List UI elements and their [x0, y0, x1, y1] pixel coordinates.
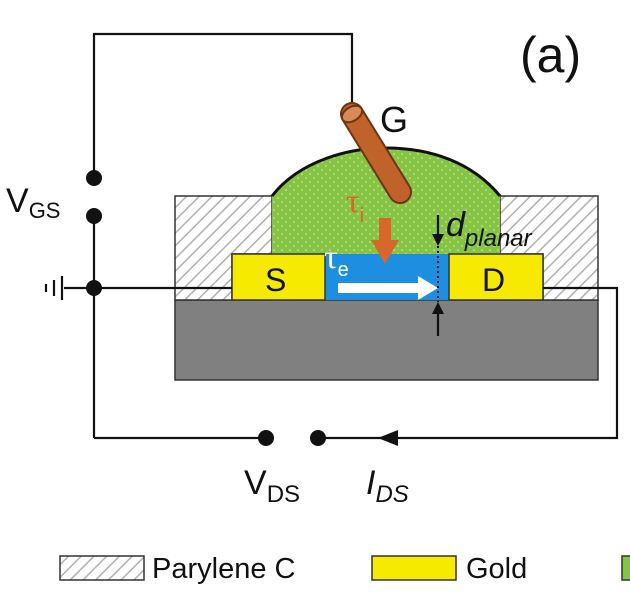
gate-label: G: [380, 99, 408, 140]
legend: Parylene C Gold: [59, 553, 630, 585]
drain-label: D: [482, 262, 505, 298]
electron-arrow-icon: [338, 276, 438, 300]
ground-node: [86, 280, 102, 296]
source-label: S: [265, 262, 286, 298]
vgs-terminal-top: [86, 170, 102, 186]
legend-swatch-gold: [371, 555, 457, 581]
vgs-terminal-bottom: [86, 208, 102, 224]
vds-terminal-right: [310, 430, 326, 446]
legend-label-gold: Gold: [466, 553, 527, 585]
source-electrode: [231, 253, 326, 301]
ground-icon: [44, 276, 64, 300]
vds-terminal-left: [258, 430, 274, 446]
gate-wire: [92, 32, 354, 178]
ids-arrow-icon: [378, 430, 398, 446]
legend-label-parylene: Parylene C: [152, 553, 295, 585]
drain-wire: [318, 286, 619, 440]
tau-i-label: τi: [346, 183, 364, 227]
substrate: [174, 299, 599, 381]
panel-label: (a): [520, 27, 581, 83]
legend-swatch-parylene: [59, 555, 145, 581]
dplanar-arrows-icon: [432, 215, 444, 336]
drain-electrode: [448, 253, 544, 301]
tau-e-label: τe: [324, 239, 349, 281]
vds-label: VDS: [244, 464, 300, 508]
legend-swatch-partial: [621, 555, 630, 581]
ids-label: IDS: [366, 464, 409, 508]
dplanar-label: dplanar: [446, 206, 533, 252]
gate-electrode: [340, 102, 412, 204]
electrolyte-droplet: [272, 148, 500, 254]
ion-arrow-icon: [371, 218, 399, 264]
vgs-label: VGS: [6, 182, 60, 223]
